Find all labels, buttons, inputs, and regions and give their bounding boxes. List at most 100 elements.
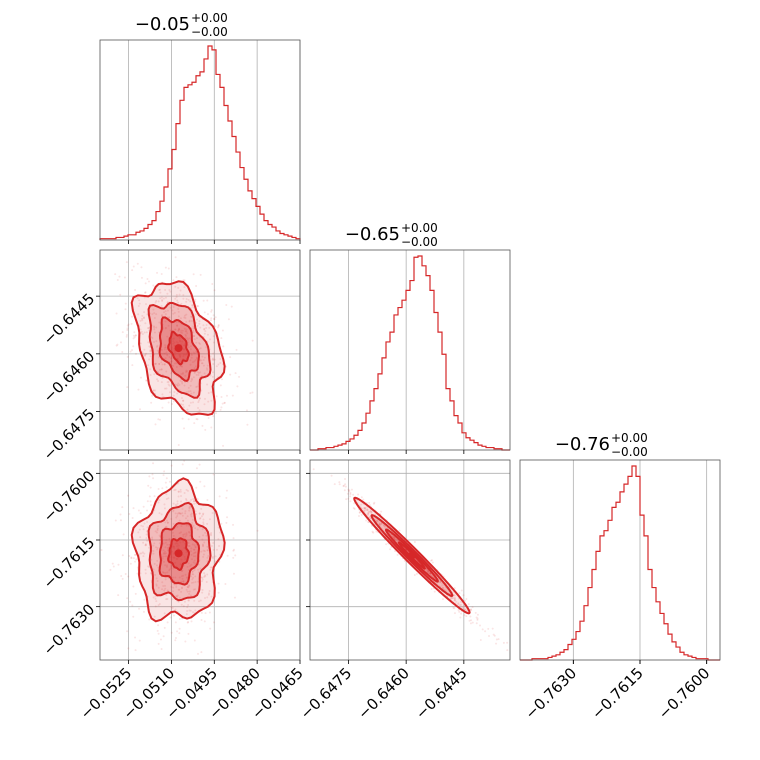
- panel-frame: [99, 39, 301, 241]
- sample-point: [185, 533, 188, 536]
- sample-point: [191, 524, 194, 527]
- sample-point: [225, 496, 228, 499]
- sample-point: [203, 572, 206, 575]
- sample-point: [183, 427, 186, 430]
- sample-point: [196, 304, 199, 307]
- sample-point: [187, 562, 190, 565]
- sample-point: [164, 357, 167, 360]
- sample-point: [191, 304, 194, 307]
- sample-point: [169, 567, 172, 570]
- sample-point: [137, 388, 140, 391]
- sample-point: [162, 552, 165, 555]
- sample-point: [174, 561, 177, 564]
- sample-point: [364, 508, 367, 511]
- sample-point: [177, 307, 180, 310]
- sample-point: [190, 352, 193, 355]
- sample-point: [194, 588, 197, 591]
- sample-point: [453, 596, 456, 599]
- panel-content: [100, 460, 259, 655]
- sample-point: [187, 489, 190, 492]
- sample-point: [126, 355, 129, 358]
- sample-point: [153, 331, 156, 334]
- sample-point: [190, 563, 193, 566]
- sample-point: [191, 378, 194, 381]
- sample-point: [210, 534, 213, 537]
- sample-point: [165, 477, 168, 480]
- sample-point: [344, 485, 347, 488]
- sample-point: [130, 349, 133, 352]
- sample-point: [212, 357, 215, 360]
- sample-point: [502, 641, 505, 644]
- sample-point: [202, 299, 205, 302]
- sample-point: [210, 310, 213, 313]
- sample-point: [152, 308, 155, 311]
- sample-point: [198, 341, 201, 344]
- sample-point: [372, 502, 375, 505]
- sample-point: [185, 313, 188, 316]
- sample-point: [165, 497, 168, 500]
- sample-point: [177, 329, 180, 332]
- sample-point: [160, 296, 163, 299]
- sample-point: [184, 370, 187, 373]
- sample-point: [211, 512, 214, 515]
- sample-point: [192, 325, 195, 328]
- sample-point: [198, 517, 201, 520]
- sample-point: [164, 541, 167, 544]
- sample-point: [183, 316, 186, 319]
- sample-point: [202, 324, 205, 327]
- sample-point: [184, 374, 187, 377]
- sample-point: [360, 513, 363, 516]
- sample-point: [217, 538, 220, 541]
- sample-point: [184, 330, 187, 333]
- sample-point: [212, 371, 215, 374]
- sample-point: [154, 530, 157, 533]
- sample-point: [177, 286, 180, 289]
- sample-point: [431, 561, 434, 564]
- sample-point: [175, 383, 178, 386]
- sample-point: [430, 588, 433, 591]
- sample-point: [213, 358, 216, 361]
- sample-point: [153, 328, 156, 331]
- sample-point: [187, 418, 190, 421]
- sample-point: [166, 555, 169, 558]
- sample-point: [175, 365, 178, 368]
- sample-point: [415, 572, 418, 575]
- sample-point: [163, 612, 166, 615]
- sample-point: [187, 584, 190, 587]
- sample-point: [200, 359, 203, 362]
- sample-point: [206, 368, 209, 371]
- sample-point: [170, 605, 173, 608]
- sample-point: [143, 598, 146, 601]
- sample-point: [134, 289, 137, 292]
- x-tick-label: −0.6460: [354, 664, 413, 723]
- sample-point: [441, 582, 444, 585]
- sample-point: [174, 542, 177, 545]
- sample-point: [177, 588, 180, 591]
- sample-point: [199, 480, 202, 483]
- sample-point: [189, 363, 192, 366]
- sample-point: [167, 324, 170, 327]
- sample-point: [174, 637, 177, 640]
- sample-point: [428, 572, 431, 575]
- sample-point: [457, 602, 460, 605]
- sample-point: [139, 512, 142, 515]
- sample-point: [203, 327, 206, 330]
- sample-point: [173, 489, 176, 492]
- sample-point: [155, 564, 158, 567]
- sample-point: [183, 314, 186, 317]
- sample-point: [166, 521, 169, 524]
- sample-point: [195, 467, 198, 470]
- sample-point: [143, 316, 146, 319]
- sample-point: [121, 351, 124, 354]
- sample-point: [164, 550, 167, 553]
- sample-point: [147, 341, 150, 344]
- sample-point: [139, 328, 142, 331]
- sample-point: [441, 584, 444, 587]
- sample-point: [186, 332, 189, 335]
- sample-point: [205, 346, 208, 349]
- sample-point: [203, 332, 206, 335]
- sample-point: [206, 499, 209, 502]
- sample-point: [149, 500, 152, 503]
- sample-point: [204, 397, 207, 400]
- sample-point: [463, 614, 466, 617]
